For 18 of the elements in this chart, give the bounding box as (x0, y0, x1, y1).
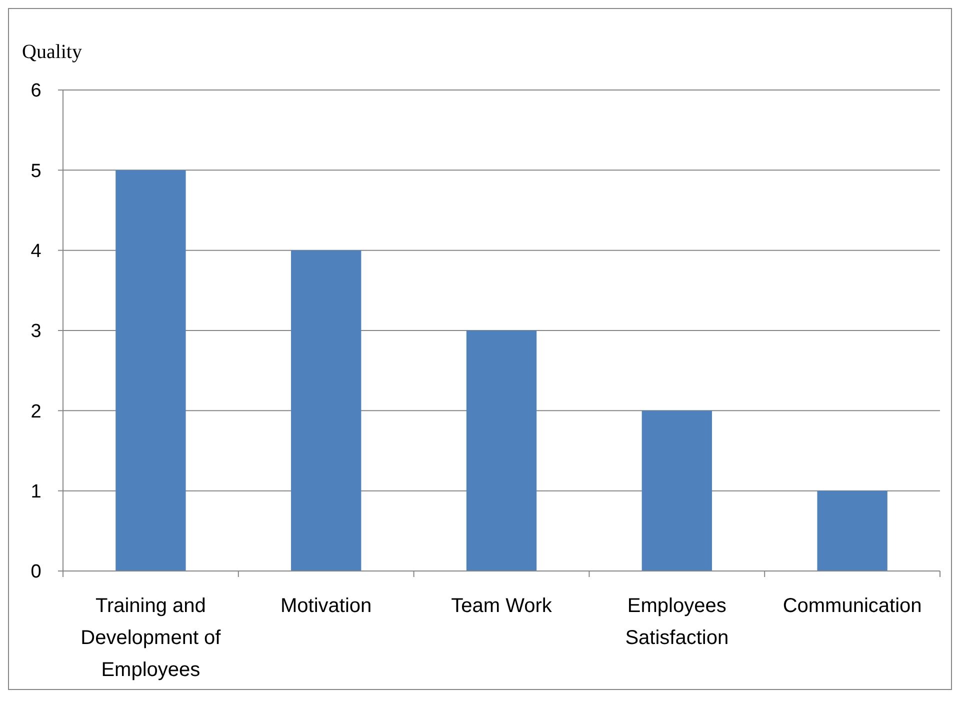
y-tick-label: 5 (30, 160, 42, 182)
y-tick-label: 3 (30, 321, 42, 342)
x-tick-label: Communication (782, 595, 922, 617)
y-tick-label: 4 (30, 240, 42, 262)
bar (642, 410, 712, 571)
y-tick-label: 1 (30, 481, 42, 502)
bar (291, 250, 362, 571)
y-tick-label: 0 (30, 562, 42, 583)
y-tick-label: 2 (30, 401, 42, 422)
y-tick-label: 6 (30, 80, 42, 102)
x-tick-label: Motivation (280, 595, 372, 617)
bar (817, 490, 888, 571)
bar (116, 170, 186, 571)
y-axis-title: Quality (22, 41, 82, 63)
x-tick-label: Team Work (451, 595, 553, 617)
bar (466, 330, 537, 571)
x-tick-label: Employees Satisfaction (625, 595, 729, 649)
x-tick-label: Training and Development of Employees (80, 595, 222, 681)
